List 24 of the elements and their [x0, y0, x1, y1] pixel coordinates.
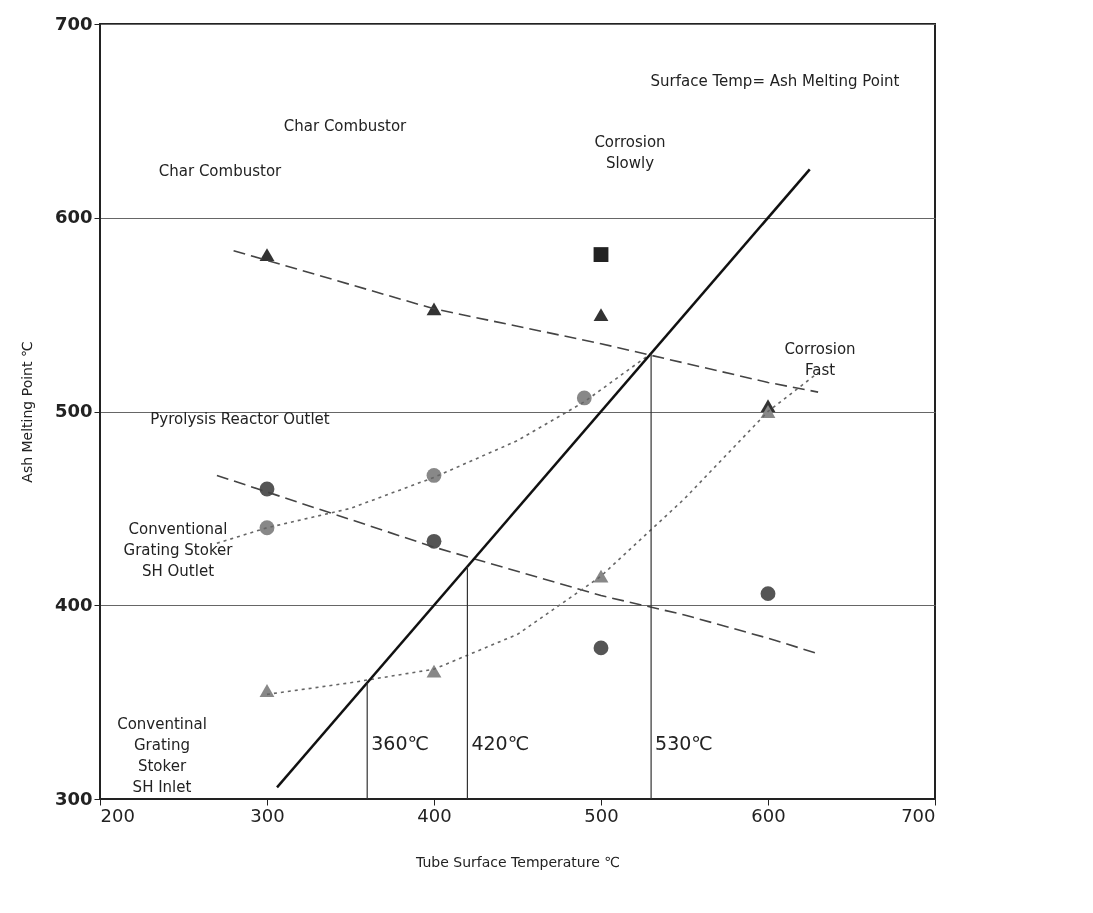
ref-line-label: 530℃ — [655, 732, 713, 754]
annotation: Char Combustor — [283, 117, 408, 135]
annotation: Conventional Grating Stoker SH Outlet — [123, 520, 234, 580]
y-axis-title: Ash Melting Point ℃ — [18, 341, 35, 483]
y-tick-label: 600 — [54, 206, 93, 228]
x-tick-label: 500 — [584, 804, 619, 826]
ref-line-label: 360℃ — [371, 732, 429, 754]
annotation: Corrosion Fast — [784, 340, 856, 379]
x-tick-label: 300 — [250, 804, 285, 826]
y-tick-label: 300 — [54, 787, 93, 809]
annotation: Conventinal Grating Stoker SH Inlet — [117, 715, 207, 796]
x-tick-label: 700 — [901, 804, 936, 826]
x-axis-title: Tube Surface Temperature ℃ — [415, 853, 620, 870]
annotation: Pyrolysis Reactor Outlet — [150, 410, 330, 428]
y-tick-label: 700 — [54, 12, 93, 34]
x-tick-label: 600 — [751, 804, 786, 826]
annotation: Surface Temp= Ash Melting Point — [650, 72, 900, 90]
annotation: Char Combustor — [158, 162, 283, 180]
y-tick-label: 500 — [54, 400, 93, 421]
x-tick-label: 200 — [100, 804, 135, 826]
x-tick-label: 400 — [417, 804, 452, 826]
ref-line-label: 420℃ — [471, 732, 530, 754]
y-tick-label: 400 — [54, 593, 93, 615]
annotation: Corrosion Slowly — [594, 133, 666, 172]
